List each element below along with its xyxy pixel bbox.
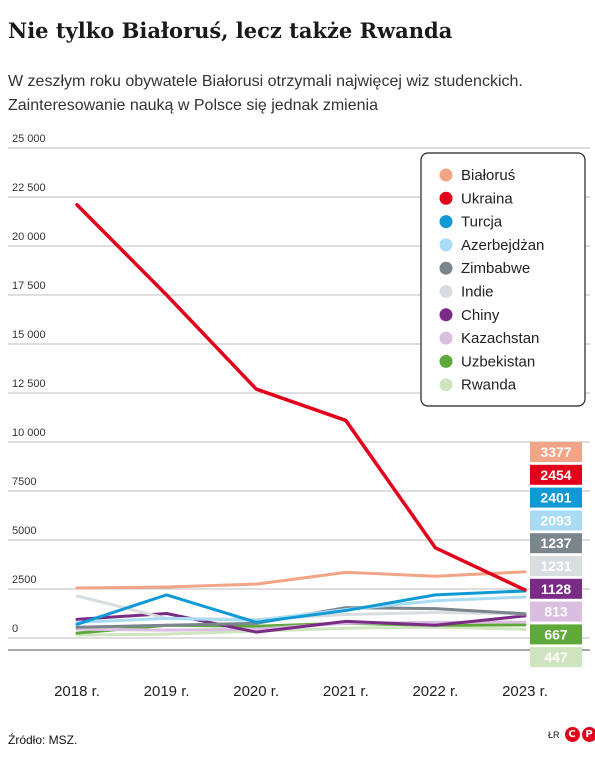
end-value-label: 3377 [540,444,571,460]
legend-label: Uzbekistan [461,353,535,370]
chart-title: Nie tylko Białoruś, lecz także Rwanda [8,18,453,43]
legend-swatch [439,378,453,392]
y-tick-label: 10 000 [12,427,46,439]
x-tick-label: 2019 r. [144,683,190,700]
legend-label: Kazachstan [461,330,539,347]
x-tick-label: 2018 r. [54,683,100,700]
legend-swatch [439,191,453,205]
author-initials: ŁR [548,729,560,740]
end-value-badge [530,647,582,668]
end-value-badge [530,624,582,645]
x-tick-label: 2023 r. [502,683,548,700]
y-tick-label: 25 000 [12,133,46,145]
series-line-turcja [75,589,527,626]
end-value-label: 2454 [540,467,571,483]
x-tick-label: 2022 r. [412,683,458,700]
end-value-label: 667 [544,626,568,642]
end-value-badge [530,487,582,508]
y-tick-label: 7500 [12,476,36,488]
end-value-label: 1128 [541,581,572,597]
end-value-label: 2401 [540,490,571,506]
end-value-badge [530,533,582,554]
legend-swatch [439,215,453,229]
series-line-białoruś [75,570,527,590]
end-value-label: 813 [544,604,568,620]
logo-letter-p-icon: P [581,727,595,742]
series-line-ukraina [75,203,527,592]
legend-swatch [439,261,453,275]
source-note: Źródło: MSZ. [8,733,78,747]
legend-label: Chiny [461,307,500,324]
series-line-rwanda [75,625,527,637]
y-tick-label: 15 000 [12,329,46,341]
y-tick-label: 20 000 [12,231,46,243]
legend-label: Indie [461,284,494,301]
y-tick-label: 0 [12,623,18,635]
legend-swatch [439,238,453,252]
end-value-label: 447 [544,649,568,665]
legend-label: Zimbabwe [461,260,530,277]
publisher-logo: ŁR C P [548,727,595,742]
legend-swatch [439,354,453,368]
end-value-badge [530,510,582,531]
end-value-badge [530,464,582,485]
x-tick-label: 2020 r. [233,683,279,700]
logo-letter-c-icon: C [564,727,580,742]
end-value-label: 1231 [540,558,571,574]
subtitle-line-1: W zeszłym roku obywatele Białorusi otrzy… [8,73,523,90]
legend-label: Turcja [461,214,503,231]
y-tick-label: 5000 [12,525,36,537]
legend-swatch [439,308,453,322]
y-tick-label: 17 500 [12,280,46,292]
legend-label: Ukraina [461,190,513,207]
legend-label: Rwanda [461,377,517,394]
chart-subtitle: W zeszłym roku obywatele Białorusi otrzy… [8,70,523,118]
y-tick-label: 12 500 [12,378,46,390]
x-tick-label: 2021 r. [323,683,369,700]
y-tick-label: 2500 [12,574,36,586]
y-tick-label: 22 500 [12,182,46,194]
end-value-badge [530,442,582,462]
end-value-badge [530,556,582,576]
legend-swatch [439,331,453,345]
legend-box [420,152,586,407]
end-value-badge [530,578,582,599]
end-value-label: 1237 [540,535,571,551]
legend-swatch [439,285,453,298]
legend-label: Białoruś [461,167,515,184]
legend-label: Azerbejdżan [461,237,544,254]
end-value-label: 2093 [540,512,571,528]
subtitle-line-2: Zainteresowanie nauką w Polsce się jedna… [8,97,378,114]
end-value-badge [530,601,582,622]
legend-swatch [439,168,453,182]
